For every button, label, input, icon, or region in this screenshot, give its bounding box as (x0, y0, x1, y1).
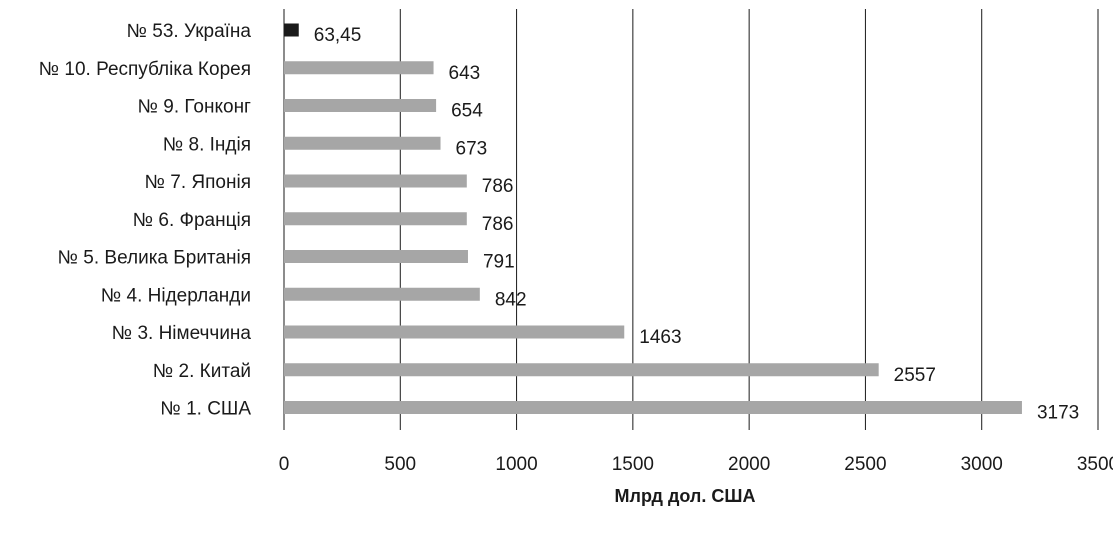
category-labels: № 53. Україна № 10. Республіка Корея № 9. … (39, 21, 252, 420)
data-label: 643 (449, 63, 481, 84)
data-label: 842 (495, 289, 527, 310)
bar (284, 61, 434, 75)
x-tick-label: 2000 (728, 454, 770, 475)
category-label: № 4. Нідерланди (101, 285, 251, 306)
category-label: № 53. Україна (127, 21, 252, 42)
category-label: № 10. Республіка Корея (39, 59, 251, 80)
bar (284, 23, 299, 37)
bar (284, 174, 467, 188)
bar (284, 363, 879, 377)
data-label: 2557 (894, 365, 936, 386)
x-tick-labels: 0 500 1000 1500 2000 2500 3000 3500 (279, 454, 1113, 475)
x-tick-label: 0 (279, 454, 290, 475)
data-label: 63,45 (314, 25, 362, 46)
category-label: № 6. Франція (133, 210, 251, 231)
data-label: 673 (456, 138, 488, 159)
bar (284, 250, 468, 263)
x-tick-label: 1000 (495, 454, 537, 475)
data-label: 786 (482, 214, 514, 235)
gridlines (283, 9, 1099, 430)
data-label: 791 (483, 252, 515, 273)
category-label: № 1. США (160, 399, 251, 420)
x-tick-label: 2500 (844, 454, 886, 475)
x-tick-label: 500 (384, 454, 416, 475)
category-label: № 3. Німеччина (112, 323, 252, 344)
bar (284, 212, 467, 226)
value-labels: 63,45 643 654 673 786 786 791 842 1463 2557 3173 (314, 25, 1079, 424)
category-label: № 7. Японія (145, 172, 251, 193)
data-label: 1463 (639, 327, 681, 348)
x-tick-label: 3500 (1077, 454, 1113, 475)
category-label: № 8. Індія (163, 134, 251, 155)
category-label: № 5. Велика Британія (58, 248, 251, 269)
x-tick-label: 3000 (961, 454, 1003, 475)
bar (284, 136, 441, 150)
data-label: 654 (451, 101, 483, 122)
category-label: № 9. Гонконг (138, 97, 251, 118)
x-tick-label: 1500 (612, 454, 654, 475)
x-axis-title: Млрд дол. США (615, 486, 756, 506)
bar (284, 401, 1022, 414)
bar (284, 287, 480, 301)
data-label: 786 (482, 176, 514, 197)
data-label: 3173 (1037, 403, 1079, 424)
bar (284, 325, 625, 339)
bar (284, 99, 437, 112)
bars (284, 23, 1022, 414)
category-label: № 2. Китай (153, 361, 251, 382)
